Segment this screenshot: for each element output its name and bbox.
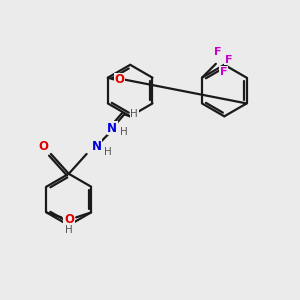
Text: H: H: [103, 147, 111, 157]
Text: F: F: [220, 67, 227, 77]
Text: F: F: [214, 47, 222, 57]
Text: H: H: [130, 109, 138, 119]
Text: F: F: [225, 55, 232, 65]
Text: H: H: [120, 127, 128, 137]
Text: N: N: [92, 140, 101, 152]
Text: N: N: [107, 122, 117, 135]
Text: O: O: [64, 213, 74, 226]
Text: O: O: [63, 213, 73, 226]
Text: H: H: [64, 225, 72, 235]
Text: O: O: [38, 140, 48, 152]
Text: O: O: [115, 73, 125, 86]
Text: H: H: [65, 225, 73, 235]
